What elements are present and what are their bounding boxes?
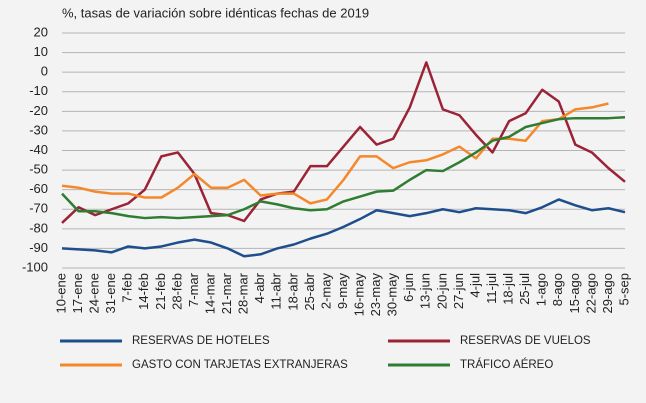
x-tick-label: 5-sep	[616, 273, 631, 306]
x-tick-label: 8-ago	[550, 273, 565, 306]
x-tick-label: 27-jun	[451, 273, 466, 309]
x-tick-label: 21-mar	[219, 272, 234, 314]
x-tick-label: 28-feb	[169, 273, 184, 310]
x-tick-label: 13-jun	[418, 273, 433, 309]
x-tick-label: 18-abr	[285, 272, 300, 310]
x-tick-label: 14-feb	[136, 273, 151, 310]
x-tick-label: 21-feb	[153, 273, 168, 310]
x-tick-label: 11-jul	[484, 273, 499, 304]
x-tick-label: 10-ene	[53, 273, 68, 313]
chart-title: %, tasas de variación sobre idénticas fe…	[62, 5, 369, 20]
y-tick-label: -50	[29, 162, 48, 177]
y-tick-label: 20	[34, 24, 48, 39]
y-tick-label: 10	[34, 44, 48, 59]
x-tick-label: 29-ago	[600, 273, 615, 313]
x-tick-label: 17-ene	[70, 273, 85, 313]
y-tick-label: -60	[29, 181, 48, 196]
series-line	[61, 198, 626, 258]
y-tick-label: -10	[29, 83, 48, 98]
y-tick-label: -40	[29, 142, 48, 157]
x-tick-label: 25-jul	[517, 273, 532, 305]
x-tick-label: 23-may	[368, 273, 383, 317]
x-tick-label: 18-jul	[501, 273, 516, 305]
x-tick-label: 24-ene	[87, 273, 102, 313]
legend-label: GASTO CON TARJETAS EXTRANJERAS	[132, 359, 348, 371]
legend-label: RESERVAS DE HOTELES	[132, 335, 270, 347]
x-tick-label: 14-mar	[202, 272, 217, 314]
x-tick-label: 30-may	[385, 273, 400, 317]
x-tick-label: 11-abr	[269, 272, 284, 309]
x-tick-label: 1-ago	[534, 273, 549, 306]
x-tick-label: 7-feb	[120, 273, 135, 303]
x-tick-label: 22-ago	[583, 273, 598, 313]
y-tick-label: 0	[41, 64, 48, 79]
y-tick-label: -30	[29, 122, 48, 137]
x-tick-label: 7-mar	[186, 272, 201, 307]
x-tick-label: 4-jul	[467, 273, 482, 298]
x-tick-label: 16-may	[351, 273, 366, 317]
x-tick-label: 9-may	[335, 273, 350, 310]
x-tick-label: 20-jun	[434, 273, 449, 309]
legend-label: TRÁFICO AÉREO	[460, 358, 553, 371]
series-line	[61, 115, 626, 220]
x-tick-label: 4-abr	[252, 272, 267, 303]
x-tick-label: 28-mar	[236, 272, 251, 314]
y-tick-label: -90	[29, 240, 48, 255]
series-line	[61, 102, 609, 205]
y-tick-label: -80	[29, 220, 48, 235]
x-tick-label: 25-abr	[302, 272, 317, 310]
x-tick-label: 6-jun	[401, 273, 416, 302]
series-line	[61, 61, 626, 224]
x-tick-label: 15-ago	[567, 273, 582, 313]
y-tick-label: -100	[22, 259, 48, 274]
y-tick-label: -70	[29, 201, 48, 216]
y-tick-label: -20	[29, 103, 48, 118]
x-tick-label: 2-may	[318, 273, 333, 310]
legend-label: RESERVAS DE VUELOS	[460, 335, 591, 347]
x-tick-label: 31-ene	[103, 273, 118, 313]
